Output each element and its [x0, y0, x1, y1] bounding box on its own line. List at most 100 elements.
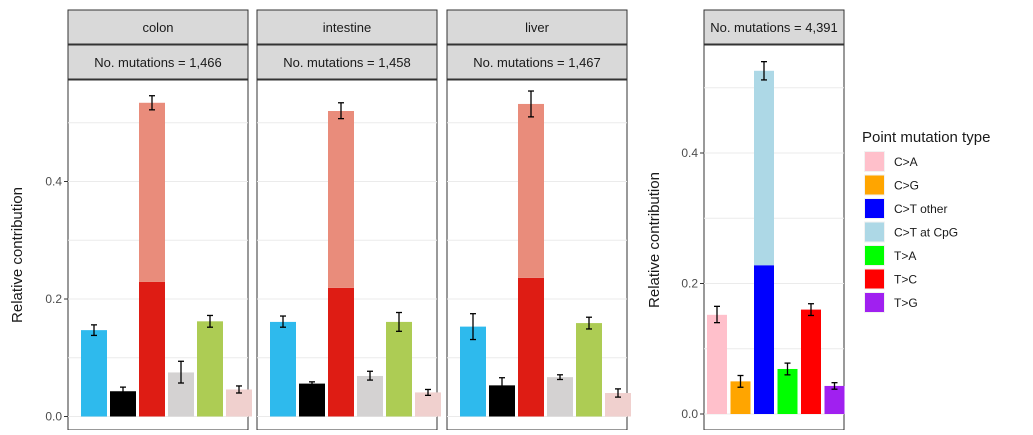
bar [576, 316, 602, 417]
facet-strip [703, 9, 845, 45]
error-bar [338, 102, 344, 120]
error-bar [615, 388, 621, 398]
bar-segment [824, 385, 845, 414]
error-bar [149, 95, 155, 111]
legend-swatch [865, 175, 884, 195]
error-bar [396, 311, 402, 332]
error-bar [808, 303, 814, 317]
facet-strip [256, 9, 438, 45]
error-bar [470, 313, 476, 341]
legend-swatch [865, 222, 884, 242]
facet-strip-label: colon [142, 20, 173, 35]
chart-2: No. mutations = 4,391 0.0 0.2 0.4 Relative c… [646, 9, 845, 431]
bar-segment [707, 314, 727, 414]
error-bar [831, 382, 838, 390]
legend-label: T>C [894, 273, 917, 287]
legend-swatch [865, 152, 884, 171]
error-bar [120, 386, 126, 396]
legend-title: Point mutation type [862, 129, 990, 146]
bar-segment [777, 368, 798, 414]
facet-strip [446, 44, 628, 80]
bar [81, 324, 107, 417]
facet-panel-2: intestine No. mutations = 1,458 [256, 9, 441, 431]
bar [270, 315, 296, 417]
bar-segment [328, 111, 354, 288]
bar-segment [81, 330, 107, 417]
error-bar [178, 360, 184, 384]
y-tick-label: 0.2 [681, 277, 698, 291]
legend-swatch [865, 199, 884, 218]
error-bar [425, 388, 431, 397]
bar [386, 311, 412, 417]
legend-label: T>G [894, 296, 918, 310]
bar [730, 374, 751, 414]
bar [226, 385, 252, 417]
error-bar [784, 362, 791, 376]
bar-segment [518, 103, 544, 278]
error-bar [207, 314, 213, 328]
bar [139, 95, 165, 417]
error-bar [528, 90, 534, 118]
bar-segment [460, 326, 486, 417]
legend-item: C>G [864, 174, 919, 196]
legend-label: C>T other [894, 202, 947, 216]
bar [168, 360, 194, 417]
error-bar [714, 305, 720, 324]
facet-strip [67, 44, 249, 80]
facet-strip [256, 44, 438, 80]
bar [299, 381, 325, 417]
y-tick-label: 0.0 [681, 407, 698, 421]
legend-item: C>T other [864, 198, 947, 219]
facet-strip-label: No. mutations = 1,458 [283, 55, 411, 70]
bar-segment [299, 383, 325, 417]
bar [754, 61, 774, 414]
y-tick-label: 0.4 [681, 146, 698, 160]
y-axis-title: Relative contribution [9, 187, 26, 323]
bar-segment [357, 375, 383, 417]
error-bar [91, 324, 97, 337]
error-bar [280, 315, 286, 328]
error-bar [309, 381, 315, 387]
bar-segment [386, 321, 412, 417]
facet-strip-label: intestine [323, 20, 371, 35]
facet-panel-3: liver No. mutations = 1,467 [446, 9, 631, 431]
bar-segment [576, 323, 602, 417]
bar-segment [328, 287, 354, 417]
error-bar [367, 370, 373, 381]
bar-segment [139, 281, 165, 417]
bar-segment [730, 381, 751, 414]
legend-label: T>A [894, 249, 916, 263]
bar [605, 388, 631, 417]
y-axis-title: Relative contribution [646, 172, 663, 308]
bar-segment [754, 70, 774, 266]
legend-label: C>A [894, 155, 918, 169]
y-tick-label: 0.4 [45, 175, 62, 189]
error-bar [761, 61, 767, 81]
bar-segment [754, 265, 774, 414]
bar [801, 303, 821, 414]
bar-segment [518, 277, 544, 417]
y-tick-label: 0.0 [45, 410, 62, 424]
error-bar [557, 374, 563, 381]
bar [460, 313, 486, 417]
error-bar [499, 377, 505, 394]
facet-panel-1: No. mutations = 4,391 [703, 9, 845, 431]
legend-item: C>T at CpG [864, 221, 958, 243]
bar [415, 388, 441, 417]
legend-swatch [865, 246, 884, 265]
bar [489, 377, 515, 417]
bar-segment [139, 102, 165, 282]
bar [547, 374, 573, 417]
legend: Point mutation type C>A C>G C>T other C>T at… [862, 129, 990, 313]
bar-segment [110, 391, 136, 417]
facet-strip [446, 9, 628, 45]
facet-strip-label: No. mutations = 1,466 [94, 55, 222, 70]
bar-segment [197, 321, 223, 417]
bar [357, 370, 383, 417]
legend-item: T>G [864, 292, 918, 313]
bar-segment [605, 393, 631, 417]
y-tick-label: 0.2 [45, 292, 62, 306]
bar [824, 382, 845, 414]
error-bar [737, 374, 744, 388]
